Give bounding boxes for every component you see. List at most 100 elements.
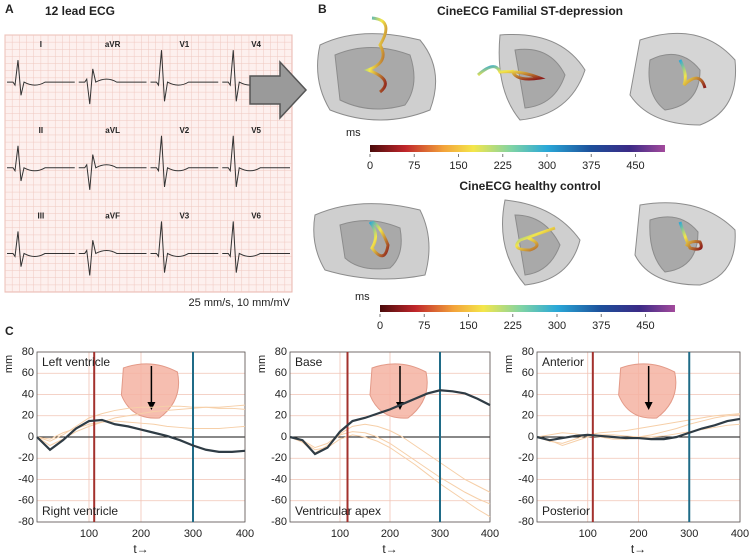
y-axis-label: mm	[3, 355, 15, 373]
panel-label: B	[318, 2, 327, 16]
y-tick-label: -20	[18, 452, 34, 464]
trajectory	[515, 226, 556, 252]
series-line	[536, 417, 741, 442]
y-tick-label: -40	[18, 473, 34, 485]
y-tick-label: 60	[522, 367, 534, 379]
x-tick-label: 100	[80, 528, 98, 540]
heart-arrow-head	[147, 402, 156, 410]
y-tick-label: -60	[271, 495, 287, 507]
colorbar-tick-label: 300	[538, 160, 556, 172]
x-axis-label: t→	[631, 542, 646, 556]
colorbar-tick-label: 150	[459, 320, 477, 332]
heart	[649, 216, 699, 273]
panel-title: CineECG healthy control	[459, 179, 600, 193]
colorbar-tick-label: 375	[592, 320, 610, 332]
colorbar-tick-label: 150	[449, 160, 467, 172]
y-axis-label: mm	[256, 355, 268, 373]
lead-label: aVF	[105, 211, 120, 220]
trajectory	[678, 221, 703, 251]
lead-label: aVR	[105, 40, 121, 49]
colorbar-tick-label: 450	[626, 160, 644, 172]
lead-label: V3	[179, 211, 189, 220]
colorbar	[370, 145, 665, 152]
colorbar-tick-label: 75	[408, 160, 420, 172]
y-tick-label: 40	[22, 388, 34, 400]
y-tick-label: 80	[522, 346, 534, 358]
colorbar-tick-label: 225	[504, 320, 522, 332]
y-tick-label: -60	[518, 495, 534, 507]
annotation: Base	[295, 355, 323, 369]
ecg-trace	[150, 50, 219, 102]
heart-icon	[369, 363, 428, 419]
series-line	[289, 389, 491, 456]
panel-title: CineECG Familial ST-depression	[437, 4, 623, 18]
y-tick-label: -40	[271, 473, 287, 485]
trajectory	[477, 65, 546, 81]
ecg-trace	[150, 135, 219, 188]
y-tick-label: 40	[522, 388, 534, 400]
heart	[648, 53, 701, 111]
colorbar	[380, 305, 675, 312]
arrow	[249, 60, 308, 120]
y-tick-label: 80	[275, 346, 287, 358]
ecg-trace	[78, 154, 147, 190]
lead-label: II	[39, 126, 43, 135]
y-tick-label: 0	[528, 431, 534, 443]
y-tick-label: -60	[18, 495, 34, 507]
lead-label: V4	[251, 40, 261, 49]
x-tick-label: 300	[680, 528, 698, 540]
x-axis-label: t→	[382, 542, 397, 556]
x-tick-label: 400	[481, 528, 499, 540]
panel-label: C	[5, 324, 14, 338]
y-tick-label: -40	[518, 473, 534, 485]
y-tick-label: 60	[22, 367, 34, 379]
series-line	[289, 434, 491, 518]
ecg-trace	[150, 221, 219, 273]
x-tick-label: 300	[431, 528, 449, 540]
colorbar-tick-label: 225	[494, 160, 512, 172]
y-tick-label: 80	[22, 346, 34, 358]
series-line	[36, 420, 246, 440]
trajectory	[368, 220, 390, 258]
series-line	[36, 404, 246, 447]
ecg-trace	[7, 231, 75, 267]
colorbar-tick-label: 0	[377, 320, 383, 332]
trajectory	[678, 59, 707, 89]
lead-label: III	[38, 211, 45, 220]
annotation: Ventricular apex	[295, 504, 381, 518]
lead-label: I	[40, 40, 42, 49]
y-tick-label: 0	[281, 431, 287, 443]
colorbar-tick-label: 300	[548, 320, 566, 332]
heart-arrow-head	[644, 402, 653, 410]
x-tick-label: 400	[731, 528, 749, 540]
y-tick-label: -20	[518, 452, 534, 464]
x-tick-label: 200	[132, 528, 150, 540]
y-tick-label: 20	[275, 410, 287, 422]
y-axis-label: mm	[503, 355, 515, 373]
x-tick-label: 200	[381, 528, 399, 540]
series-line	[36, 418, 246, 453]
colorbar-label: ms	[346, 127, 361, 139]
trajectory	[363, 16, 388, 94]
x-axis-label: t→	[133, 542, 148, 556]
colorbar-tick-label: 450	[636, 320, 654, 332]
y-tick-label: 0	[28, 431, 34, 443]
panel-label: A	[5, 2, 14, 16]
heart-icon	[618, 363, 677, 419]
lead-label: V1	[179, 40, 189, 49]
x-tick-label: 200	[629, 528, 647, 540]
y-tick-label: -80	[271, 516, 287, 528]
ecg-caption: 25 mm/s, 10 mm/mV	[189, 297, 291, 309]
x-tick-label: 300	[184, 528, 202, 540]
heart-icon	[120, 363, 180, 419]
heart-models	[313, 16, 737, 286]
y-tick-label: 20	[22, 410, 34, 422]
annotation: Anterior	[542, 355, 584, 369]
lead-label: V5	[251, 126, 261, 135]
ecg-trace	[78, 240, 147, 276]
colorbar-tick-label: 375	[582, 160, 600, 172]
annotation: Right ventricle	[42, 504, 118, 518]
series-line	[289, 423, 491, 493]
